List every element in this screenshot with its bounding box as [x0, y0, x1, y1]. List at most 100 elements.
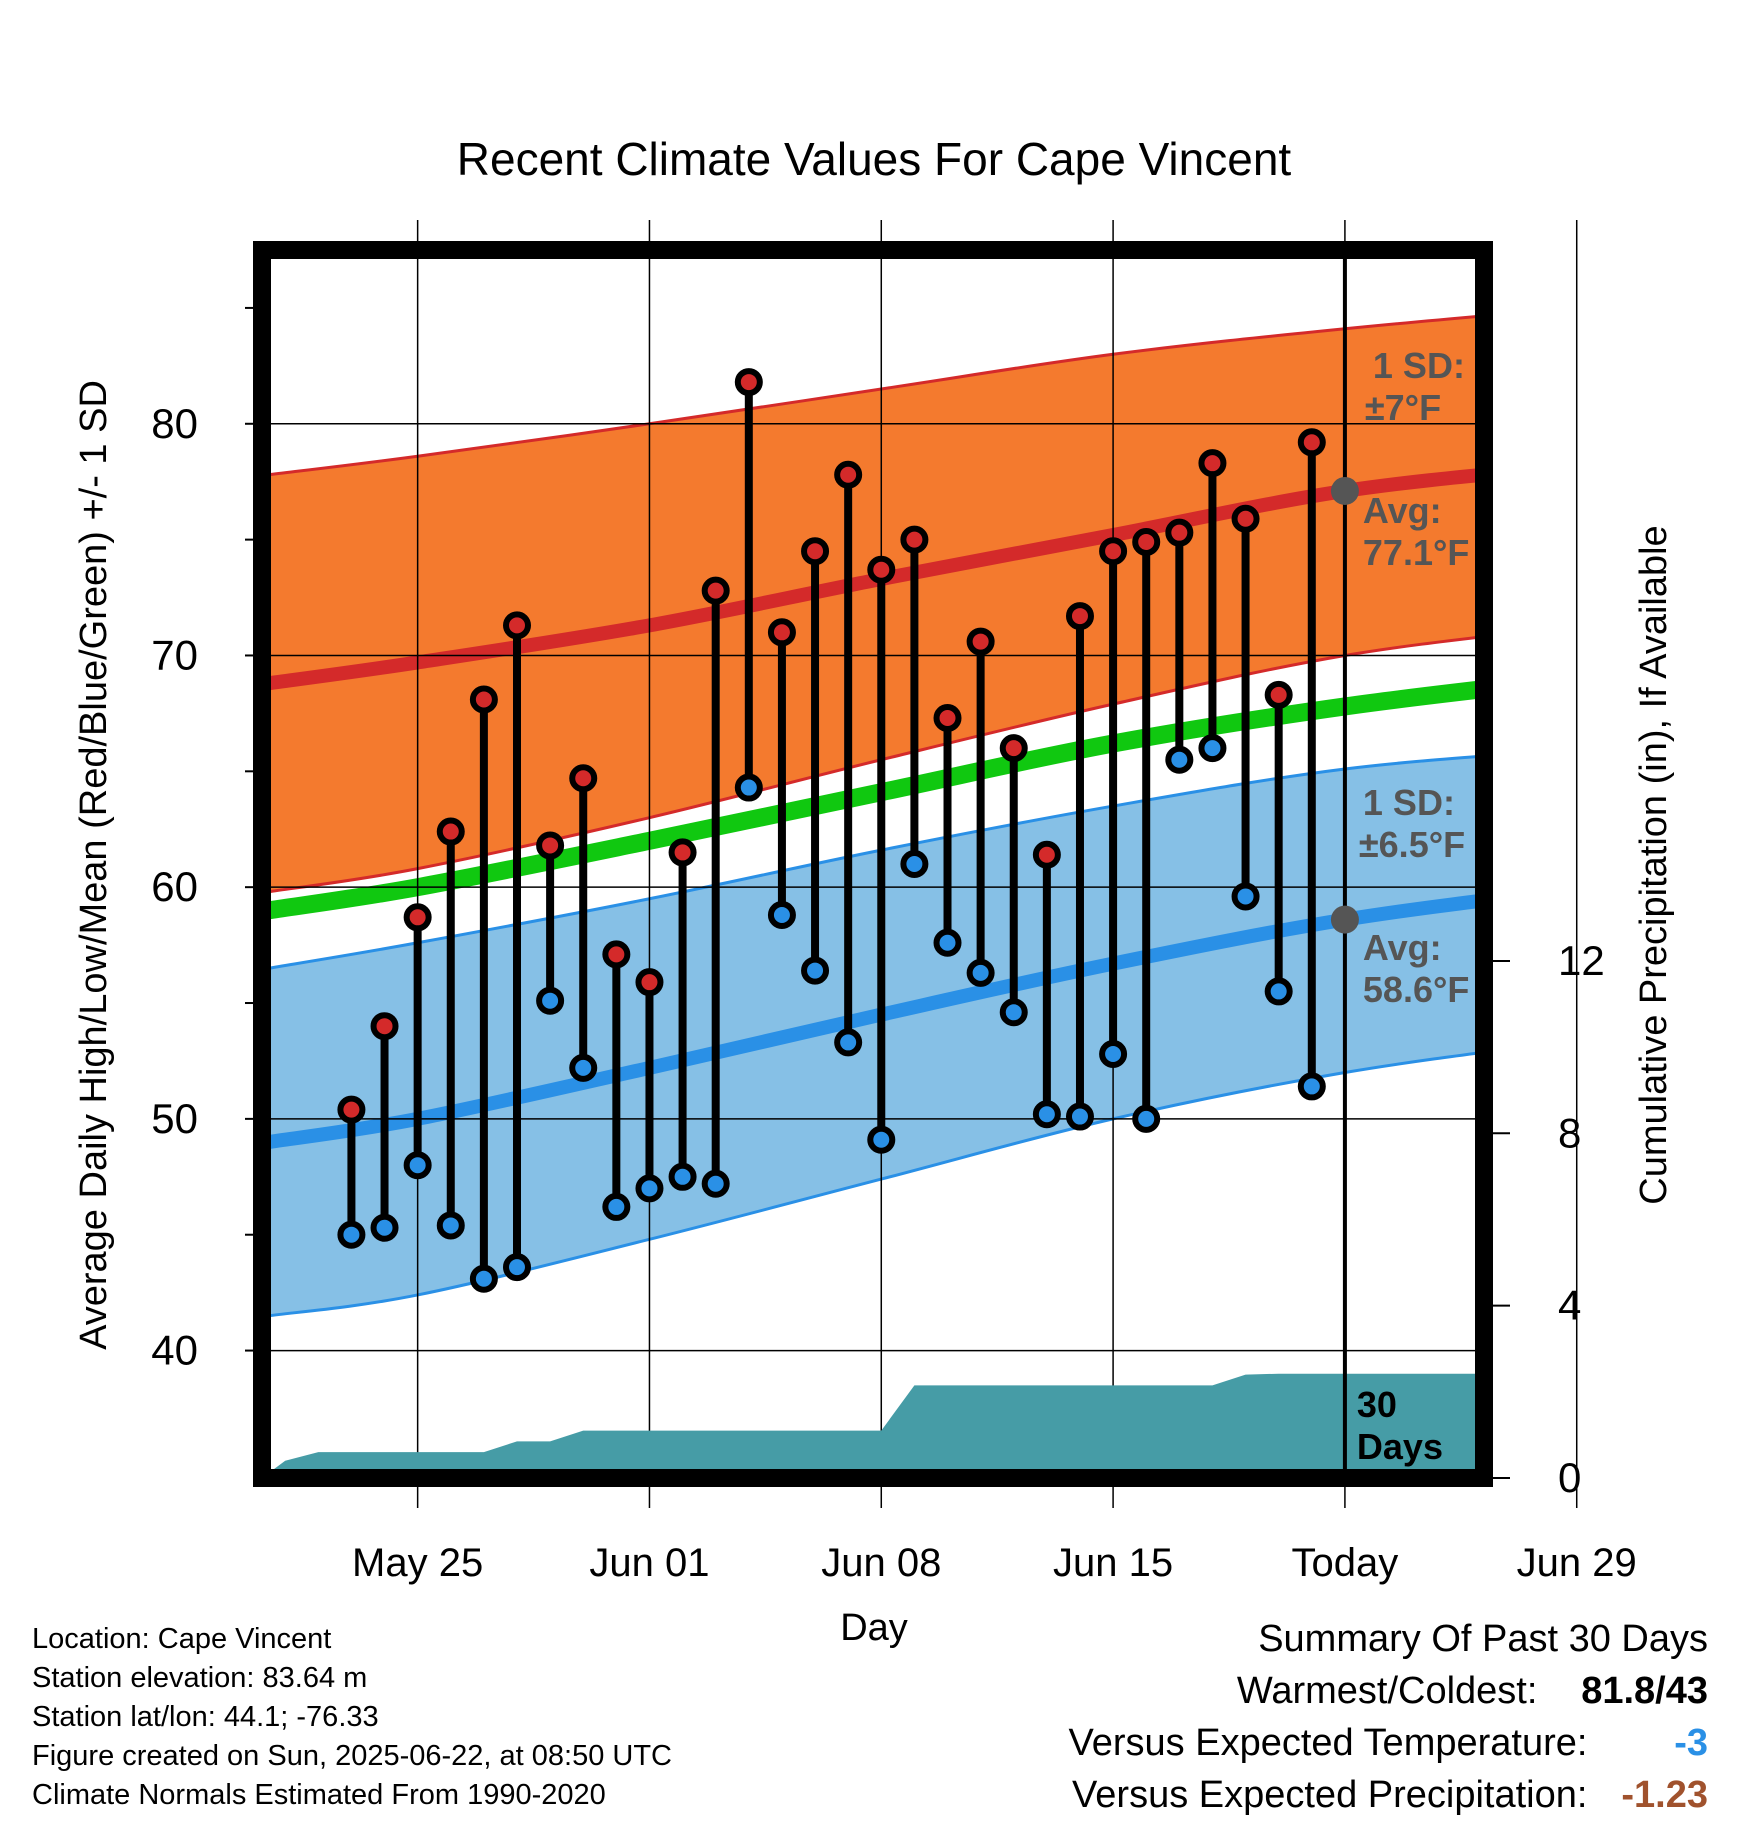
- low-mean-line: [267, 893, 1484, 1149]
- temp-label: Versus Expected Temperature:: [1068, 1722, 1588, 1764]
- daily-low-point: [1165, 745, 1194, 774]
- y2-tick-label: 0: [1558, 1454, 1581, 1501]
- summary-precip: Versus Expected Precipitation: -1.23: [1072, 1774, 1708, 1817]
- daily-low-point: [370, 1213, 399, 1242]
- latlon-text: Station lat/lon: 44.1; -76.33: [32, 1701, 379, 1733]
- daily-high-point: [1132, 527, 1161, 556]
- x-tick-label: May 25: [352, 1541, 483, 1585]
- annot-low-avg-2: 58.6°F: [1363, 969, 1469, 1010]
- daily-low-point: [999, 998, 1028, 1027]
- daily-high-point: [1198, 449, 1227, 478]
- x-tick-label: Jun 15: [1053, 1541, 1173, 1585]
- daily-low-point: [403, 1151, 432, 1180]
- daily-low-point: [701, 1169, 730, 1198]
- daily-high-point: [966, 627, 995, 656]
- daily-high-point: [602, 940, 631, 969]
- high-sd-lower-line: [268, 635, 1484, 894]
- daily-low-point: [1297, 1072, 1326, 1101]
- elevation-text: Station elevation: 83.64 m: [32, 1662, 368, 1694]
- daily-low-point: [337, 1220, 366, 1249]
- y-axis-label: Average Daily High/Low/Mean (Red/Blue/Gr…: [73, 380, 115, 1350]
- daily-high-point: [701, 576, 730, 605]
- daily-high-point: [999, 734, 1028, 763]
- annot-high-sd-2: ±7°F: [1365, 387, 1441, 428]
- daily-high-point: [436, 817, 465, 846]
- x-tick-label: Today: [1292, 1541, 1399, 1585]
- daily-high-point: [668, 838, 697, 867]
- summary-temp: Versus Expected Temperature: -3: [1069, 1722, 1708, 1765]
- daily-low-point: [801, 956, 830, 985]
- daily-high-point: [403, 903, 432, 932]
- daily-low-point: [1099, 1039, 1128, 1068]
- daily-low-point: [867, 1125, 896, 1154]
- daily-low-point: [767, 900, 796, 929]
- annot-high-avg-1: Avg:: [1363, 490, 1442, 531]
- high-sd-upper-line: [268, 314, 1484, 477]
- daily-low-point: [602, 1192, 631, 1221]
- y-tick-label: 40: [151, 1327, 198, 1374]
- y2-tick-label: 12: [1558, 937, 1605, 984]
- daily-high-point: [1032, 840, 1061, 869]
- daily-high-point: [900, 525, 929, 554]
- summary-warm-cold: Warmest/Coldest: 81.8/43: [1237, 1670, 1708, 1713]
- precip-area: [262, 1373, 1484, 1478]
- daily-high-point: [337, 1095, 366, 1124]
- daily-high-point: [834, 460, 863, 489]
- low-sd-upper-line: [268, 754, 1484, 970]
- annot-high-sd-1: 1 SD:: [1373, 345, 1465, 386]
- precip-label: Versus Expected Precipitation:: [1072, 1774, 1588, 1816]
- normals-text: Climate Normals Estimated From 1990-2020: [32, 1779, 606, 1811]
- daily-high-point: [734, 368, 763, 397]
- plot-frame: [253, 241, 1493, 1487]
- daily-high-point: [867, 555, 896, 584]
- daily-low-point: [1198, 734, 1227, 763]
- chart-title: Recent Climate Values For Cape Vincent: [457, 133, 1292, 185]
- annot-days-2: Days: [1357, 1426, 1443, 1467]
- x-tick-label: Jun 08: [821, 1541, 941, 1585]
- annot-low-avg-1: Avg:: [1363, 927, 1442, 968]
- daily-high-point: [1297, 428, 1326, 457]
- daily-low-point: [668, 1162, 697, 1191]
- daily-low-point: [569, 1053, 598, 1082]
- y2-tick-label: 4: [1558, 1282, 1581, 1329]
- location-text: Location: Cape Vincent: [32, 1623, 332, 1655]
- daily-high-point: [469, 685, 498, 714]
- today-low-avg-marker: [1330, 905, 1359, 934]
- daily-high-point: [1065, 602, 1094, 631]
- daily-low-point: [469, 1264, 498, 1293]
- y-tick-label: 80: [151, 400, 198, 447]
- y-tick-label: 60: [151, 863, 198, 910]
- daily-low-point: [1065, 1102, 1094, 1131]
- daily-low-point: [1231, 882, 1260, 911]
- daily-low-point: [1132, 1104, 1161, 1133]
- daily-low-point: [1264, 977, 1293, 1006]
- created-text: Figure created on Sun, 2025-06-22, at 08…: [32, 1740, 672, 1772]
- warm-cold-value: 81.8/43: [1581, 1670, 1708, 1712]
- daily-low-point: [1032, 1100, 1061, 1129]
- daily-low-point: [734, 773, 763, 802]
- daily-low-point: [834, 1028, 863, 1057]
- daily-low-point: [436, 1211, 465, 1240]
- annot-high-avg-2: 77.1°F: [1363, 532, 1469, 573]
- daily-high-point: [933, 704, 962, 733]
- summary-heading: Summary Of Past 30 Days: [1258, 1618, 1708, 1660]
- high-sd-band: [268, 315, 1484, 892]
- daily-high-point: [569, 764, 598, 793]
- daily-high-point: [1264, 680, 1293, 709]
- y-tick-label: 50: [151, 1095, 198, 1142]
- daily-low-point: [635, 1174, 664, 1203]
- daily-high-point: [767, 618, 796, 647]
- today-high-avg-marker: [1330, 476, 1359, 505]
- y2-axis-label: Cumulative Precipitation (in), If Availa…: [1633, 525, 1675, 1204]
- warm-cold-label: Warmest/Coldest:: [1236, 1670, 1538, 1712]
- temp-anomaly-value: -3: [1674, 1722, 1708, 1764]
- precip-anomaly-value: -1.23: [1621, 1774, 1708, 1816]
- annot-days-1: 30: [1357, 1384, 1397, 1425]
- daily-high-point: [801, 537, 830, 566]
- annot-low-sd-2: ±6.5°F: [1359, 824, 1465, 865]
- daily-low-point: [502, 1253, 531, 1282]
- daily-high-point: [370, 1012, 399, 1041]
- daily-high-point: [635, 968, 664, 997]
